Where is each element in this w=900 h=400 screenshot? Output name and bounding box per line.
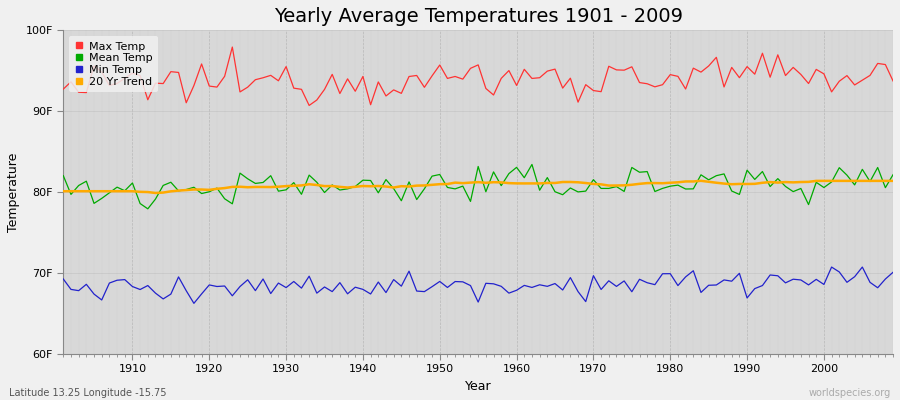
Min Temp — [296, 286, 307, 290]
Mean Temp — [120, 188, 130, 193]
Max Temp — [350, 89, 361, 94]
Title: Yearly Average Temperatures 1901 - 2009: Yearly Average Temperatures 1901 - 2009 — [274, 7, 683, 26]
Y-axis label: Temperature: Temperature — [7, 152, 20, 232]
Mean Temp — [519, 175, 530, 180]
Line: 20 Yr Trend: 20 Yr Trend — [63, 181, 893, 193]
Max Temp — [120, 76, 130, 81]
Min Temp — [342, 292, 353, 296]
20 Yr Trend — [150, 190, 161, 195]
Mean Temp — [342, 186, 353, 191]
Max Temp — [519, 67, 530, 72]
Max Temp — [227, 45, 238, 50]
20 Yr Trend — [58, 189, 68, 194]
Max Temp — [526, 76, 537, 81]
Text: Latitude 13.25 Longitude -15.75: Latitude 13.25 Longitude -15.75 — [9, 388, 166, 398]
Min Temp — [188, 301, 199, 306]
Min Temp — [120, 277, 130, 282]
Line: Min Temp: Min Temp — [63, 267, 893, 303]
20 Yr Trend — [342, 185, 353, 190]
20 Yr Trend — [511, 181, 522, 186]
Mean Temp — [296, 192, 307, 197]
Line: Max Temp: Max Temp — [63, 47, 893, 106]
Max Temp — [619, 68, 630, 72]
20 Yr Trend — [696, 178, 706, 183]
20 Yr Trend — [120, 189, 130, 194]
Max Temp — [303, 103, 314, 108]
Min Temp — [511, 288, 522, 293]
20 Yr Trend — [611, 183, 622, 188]
Legend: Max Temp, Mean Temp, Min Temp, 20 Yr Trend: Max Temp, Mean Temp, Min Temp, 20 Yr Tre… — [68, 36, 158, 92]
Min Temp — [58, 277, 68, 282]
Line: Mean Temp: Mean Temp — [63, 164, 893, 209]
Min Temp — [611, 284, 622, 289]
Max Temp — [296, 87, 307, 92]
20 Yr Trend — [296, 183, 307, 188]
Mean Temp — [58, 173, 68, 178]
Min Temp — [826, 265, 837, 270]
Mean Temp — [511, 165, 522, 170]
Max Temp — [58, 87, 68, 92]
20 Yr Trend — [887, 178, 898, 183]
20 Yr Trend — [519, 181, 530, 186]
Text: worldspecies.org: worldspecies.org — [809, 388, 891, 398]
X-axis label: Year: Year — [465, 380, 491, 393]
Mean Temp — [526, 162, 537, 167]
Min Temp — [887, 270, 898, 275]
Min Temp — [519, 283, 530, 288]
Mean Temp — [142, 206, 153, 211]
Max Temp — [887, 79, 898, 84]
Mean Temp — [619, 189, 630, 194]
Mean Temp — [887, 172, 898, 177]
